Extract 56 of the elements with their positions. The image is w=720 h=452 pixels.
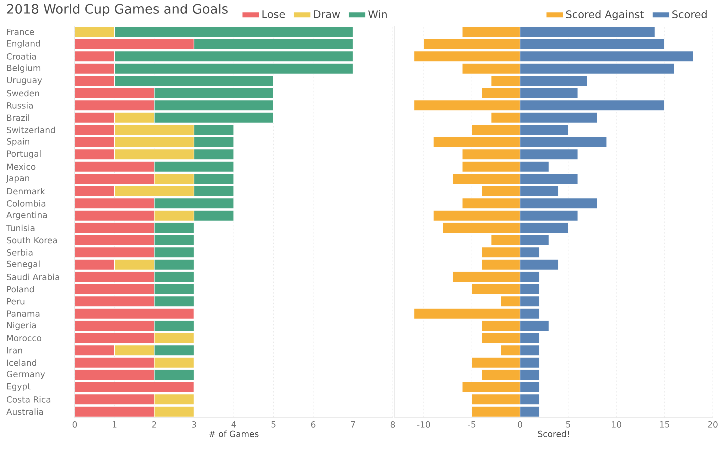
y-tick-label: Poland [7,286,34,293]
y-tick-label: Mexico [7,164,36,170]
x-tick-label: 4 [232,422,236,428]
x-tick-label: 5 [272,422,276,428]
y-tick-label: Tunisia [6,224,35,232]
y-tick-label: Egypt [7,383,31,392]
legend-label: Scored [672,10,707,19]
x-tick-label: 15 [660,422,670,428]
chart-title: 2018 World Cup Games and Goals [7,4,228,16]
x-tick-label: 20 [708,422,718,428]
x-tick-label: 8 [390,422,396,428]
legend-label: Win [368,10,387,18]
y-tick-label: Colombia [6,200,46,207]
y-tick-label: England [7,40,40,48]
y-tick-label: Germany [6,371,46,380]
x-tick-label: 5 [566,422,570,428]
y-tick-label: Belgium [7,64,41,73]
y-tick-label: France [7,28,34,36]
y-tick-label: Denmark [7,188,46,195]
x-tick-label: 7 [351,422,356,428]
y-tick-label: Brazil [7,114,30,122]
x-axis-title: # of Games [210,430,259,438]
y-tick-label: Switzerland [7,126,56,134]
x-tick-label: 3 [192,422,196,428]
x-tick-label: -5 [468,422,476,428]
x-tick-label: 0 [72,422,78,428]
y-tick-label: Russia [7,102,33,109]
y-tick-label: Portugal [7,150,41,159]
legend-label: Scored Against [566,10,644,21]
y-tick-label: Costa Rica [6,396,51,403]
x-axis-title: Scored! [538,430,569,438]
y-tick-label: Sweden [7,90,40,97]
y-tick-label: Iran [7,347,22,354]
y-tick-label: Panama [7,310,40,318]
y-tick-label: Argentina [6,212,48,220]
y-tick-label: Senegal [7,260,40,269]
y-tick-label: Morocco [7,335,42,342]
y-tick-label: Spain [7,138,30,146]
x-tick-label: 10 [612,422,622,428]
x-tick-label: 1 [112,422,117,428]
y-tick-label: Croatia [6,53,36,60]
y-tick-label: Australia [6,408,44,416]
y-tick-label: Nigeria [7,322,36,330]
y-tick-label: South Korea [7,237,58,244]
legend-label: Draw [314,10,340,18]
y-tick-label: Uruguay [7,77,42,86]
x-tick-label: 2 [152,422,156,428]
x-tick-label: -10 [417,422,430,428]
legend-label: Lose [262,10,286,18]
y-tick-label: Iceland [7,360,36,366]
y-tick-label: Serbia [7,249,33,256]
y-tick-label: Peru [7,298,25,305]
x-tick-label: 6 [311,422,316,428]
y-tick-label: Japan [6,175,30,184]
x-tick-label: 0 [518,422,522,428]
y-tick-label: Saudi Arabia [7,274,60,280]
